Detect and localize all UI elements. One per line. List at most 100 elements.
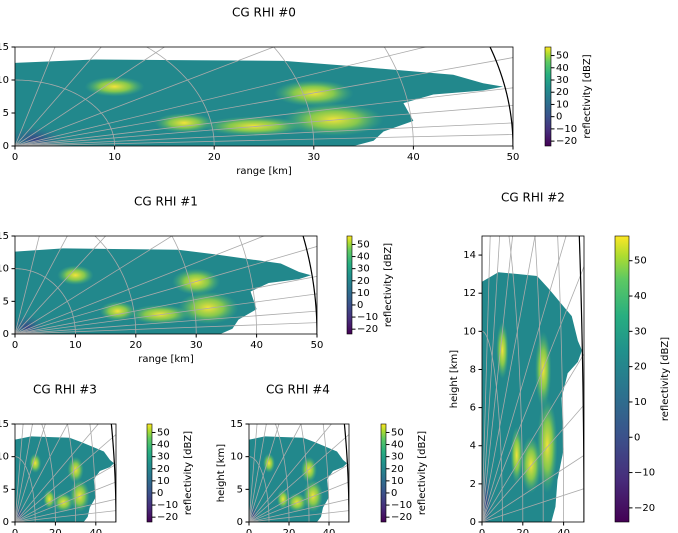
elevation-ray: [15, 87, 513, 146]
elevation-ray: [15, 498, 116, 522]
colorbar-label: reflectivity [dBZ]: [383, 243, 394, 327]
elevation-ray: [15, 47, 428, 146]
colorbar-label: reflectivity [dBZ]: [660, 337, 671, 421]
elevation-ray: [482, 236, 491, 522]
x-tick-label: 40: [89, 528, 102, 533]
y-tick-label: 10: [0, 75, 9, 86]
elevation-ray: [482, 236, 536, 522]
colorbar-label: reflectivity [dBZ]: [417, 431, 428, 515]
x-tick-label: 0: [12, 340, 18, 351]
colorbar-tick-label: 30: [634, 326, 647, 337]
x-axis-label: range [km]: [138, 354, 194, 365]
elevation-ray: [15, 122, 513, 146]
colorbar-tick-label: −20: [634, 503, 655, 514]
plot-area: [482, 236, 584, 522]
elevation-ray: [249, 463, 349, 522]
chart-title: CG RHI #2: [501, 191, 565, 205]
y-tick-label: 15: [230, 419, 243, 430]
elevation-ray: [249, 424, 332, 522]
colorbar-tick-label: −10: [634, 468, 655, 479]
colorbar: [346, 235, 353, 335]
elevation-ray: [15, 236, 40, 334]
elevation-ray: [15, 424, 46, 522]
elevation-ray: [482, 488, 584, 522]
y-tick-label: 5: [3, 108, 9, 119]
elevation-ray: [15, 310, 317, 334]
colorbar-tick-label: −10: [357, 312, 378, 323]
chart-title: CG RHI #0: [232, 6, 296, 20]
elevation-ray: [15, 510, 116, 522]
x-tick-label: 40: [407, 152, 420, 163]
colorbar-tick-label: 0: [357, 300, 363, 311]
elevation-ray: [15, 433, 116, 522]
elevation-ray: [249, 424, 267, 522]
x-tick-label: 0: [12, 152, 18, 163]
colorbar-tick-label: 50: [357, 239, 370, 250]
x-tick-label: 40: [323, 528, 336, 533]
elevation-ray: [482, 353, 584, 522]
y-tick-label: 0: [3, 517, 9, 528]
elevation-ray: [15, 236, 68, 334]
plot-area: [249, 424, 349, 522]
axes-frame: [481, 235, 585, 523]
elevation-ray: [15, 236, 266, 334]
colorbar-tick-label: 0: [556, 112, 562, 123]
echo-core: [520, 436, 542, 494]
elevation-ray: [249, 481, 349, 522]
x-tick-label: 50: [507, 152, 520, 163]
echo-core: [263, 453, 275, 474]
elevation-ray: [249, 510, 349, 522]
elevation-ray: [482, 454, 584, 522]
y-tick-label: 15: [0, 231, 9, 242]
colorbar-tick-label: 10: [556, 99, 569, 110]
x-axis-label: range [km]: [236, 166, 292, 177]
plot-area: [15, 424, 116, 522]
elevation-ray: [249, 498, 349, 522]
y-tick-label: 0: [237, 517, 243, 528]
elevation-ray: [482, 236, 567, 522]
axes-frame: [14, 235, 318, 335]
chart-title: CG RHI #1: [134, 195, 198, 209]
colorbar-tick-label: 40: [357, 252, 370, 263]
colorbar-tick-label: 10: [634, 397, 647, 408]
elevation-ray: [482, 236, 501, 522]
elevation-ray: [15, 47, 56, 146]
x-tick-label: 40: [557, 528, 570, 533]
y-tick-label: 6: [470, 403, 476, 414]
colorbar-tick-label: 20: [391, 464, 404, 475]
colorbar-tick-label: −10: [157, 500, 178, 511]
colorbar-tick-label: 30: [357, 264, 370, 275]
elevation-ray: [15, 47, 275, 146]
y-tick-label: 4: [470, 441, 476, 452]
max-range: [110, 424, 116, 522]
colorbar-tick-label: 20: [634, 362, 647, 373]
x-tick-label: 20: [49, 528, 62, 533]
x-tick-label: 30: [307, 152, 320, 163]
colorbar-tick-label: 0: [634, 432, 640, 443]
elevation-ray: [15, 463, 116, 522]
y-tick-label: 2: [470, 479, 476, 490]
colorbar: [614, 235, 630, 523]
y-tick-label: 14: [463, 250, 476, 261]
x-tick-label: 20: [129, 340, 142, 351]
max-range: [578, 236, 584, 522]
elevation-ray: [15, 57, 513, 146]
y-tick-label: 0: [470, 517, 476, 528]
elevation-ray: [15, 424, 33, 522]
panel: 02040051015CG RHI #3−20−1001020304050ref…: [0, 383, 194, 533]
chart-title: CG RHI #3: [33, 383, 97, 397]
elevation-ray: [482, 265, 584, 522]
plot-area: [15, 236, 317, 334]
y-tick-label: 10: [0, 264, 9, 275]
y-axis-label: height [km]: [449, 350, 460, 408]
colorbar-tick-label: 0: [157, 488, 163, 499]
colorbar-tick-label: −10: [391, 500, 412, 511]
echo-core: [57, 265, 94, 286]
colorbar-tick-label: −20: [391, 512, 412, 523]
x-tick-label: 20: [208, 152, 221, 163]
elevation-ray: [15, 47, 166, 146]
elevation-ray: [482, 404, 584, 522]
colorbar-tick-label: −20: [357, 324, 378, 335]
